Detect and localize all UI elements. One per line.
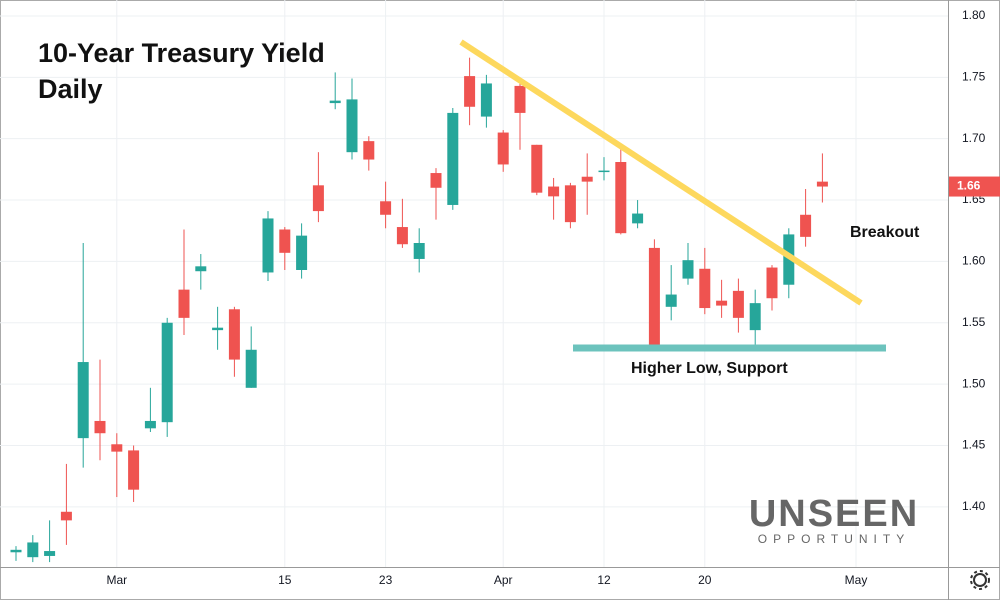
- candle-body: [329, 100, 341, 104]
- candle-body: [598, 170, 610, 173]
- candle-body: [648, 247, 660, 349]
- candle-body: [413, 243, 425, 259]
- candle-body: [497, 132, 509, 165]
- candle-body: [346, 99, 358, 153]
- x-tick-label: Apr: [494, 573, 513, 587]
- candle-body: [396, 227, 408, 245]
- candle-body: [581, 176, 593, 182]
- candle-body: [161, 322, 173, 423]
- candle-body: [800, 214, 812, 237]
- candle-body: [128, 450, 140, 490]
- x-tick-label: 15: [278, 573, 292, 587]
- candle-body: [615, 162, 627, 234]
- candle-body: [716, 300, 728, 306]
- chart-title: 10-Year Treasury Yield: [38, 38, 325, 68]
- y-tick-label: 1.80: [962, 8, 986, 22]
- last-price-box: [949, 176, 1000, 197]
- last-price-label: 1.66: [957, 179, 981, 193]
- grid: [0, 0, 948, 567]
- candle-body: [447, 112, 459, 205]
- trend-line: [459, 39, 863, 306]
- candle-body: [531, 144, 543, 193]
- candle-body: [783, 234, 795, 285]
- x-tick-label: 20: [698, 573, 712, 587]
- candle-body: [296, 235, 308, 270]
- x-tick-label: Mar: [106, 573, 127, 587]
- x-tick-label: 12: [597, 573, 611, 587]
- candles: [10, 57, 828, 563]
- candle-body: [262, 218, 274, 273]
- candle-body: [816, 181, 828, 187]
- candle-body: [682, 260, 694, 279]
- candle-body: [480, 83, 492, 117]
- logo-tagline: OPPORTUNITY: [758, 532, 910, 546]
- x-tick-label: May: [845, 573, 868, 587]
- candle-body: [430, 173, 442, 188]
- settings-icon[interactable]: [970, 570, 990, 590]
- logo-name: UNSEEN: [749, 493, 919, 535]
- annotation: Higher Low, Support: [631, 360, 788, 377]
- candle-body: [564, 185, 576, 223]
- candle-body: [178, 289, 190, 318]
- y-tick-label: 1.60: [962, 254, 986, 268]
- candle-body: [279, 229, 291, 253]
- candle-body: [212, 327, 224, 331]
- y-tick-label: 1.50: [962, 376, 986, 390]
- candle-body: [514, 85, 526, 113]
- chart-subtitle: Daily: [38, 74, 103, 104]
- candle-body: [632, 213, 644, 224]
- candle-body: [464, 76, 476, 107]
- candle-body: [27, 542, 39, 558]
- candle-body: [94, 420, 106, 434]
- y-tick-label: 1.75: [962, 69, 986, 83]
- candle-body: [144, 420, 156, 429]
- y-tick-label: 1.45: [962, 438, 986, 452]
- candle-body: [228, 309, 240, 360]
- candle-body: [732, 290, 744, 318]
- y-tick-label: 1.55: [962, 315, 986, 329]
- y-tick-label: 1.70: [962, 131, 986, 145]
- candle-body: [312, 185, 324, 212]
- candle-body: [548, 186, 560, 197]
- candle-body: [766, 267, 778, 299]
- candle-body: [699, 268, 711, 309]
- candle-body: [749, 303, 761, 331]
- x-tick-label: 23: [379, 573, 393, 587]
- candle-body: [665, 294, 677, 307]
- candle-body: [245, 349, 257, 388]
- candle-body: [77, 362, 89, 439]
- candle-body: [380, 201, 392, 215]
- candle-body: [44, 551, 56, 556]
- annotation: Breakout: [850, 224, 920, 241]
- candle-body: [111, 444, 123, 452]
- candle-body: [10, 549, 22, 553]
- candle-body: [60, 511, 72, 521]
- y-tick-label: 1.40: [962, 499, 986, 513]
- candle-body: [363, 141, 375, 160]
- candle-body: [195, 266, 207, 272]
